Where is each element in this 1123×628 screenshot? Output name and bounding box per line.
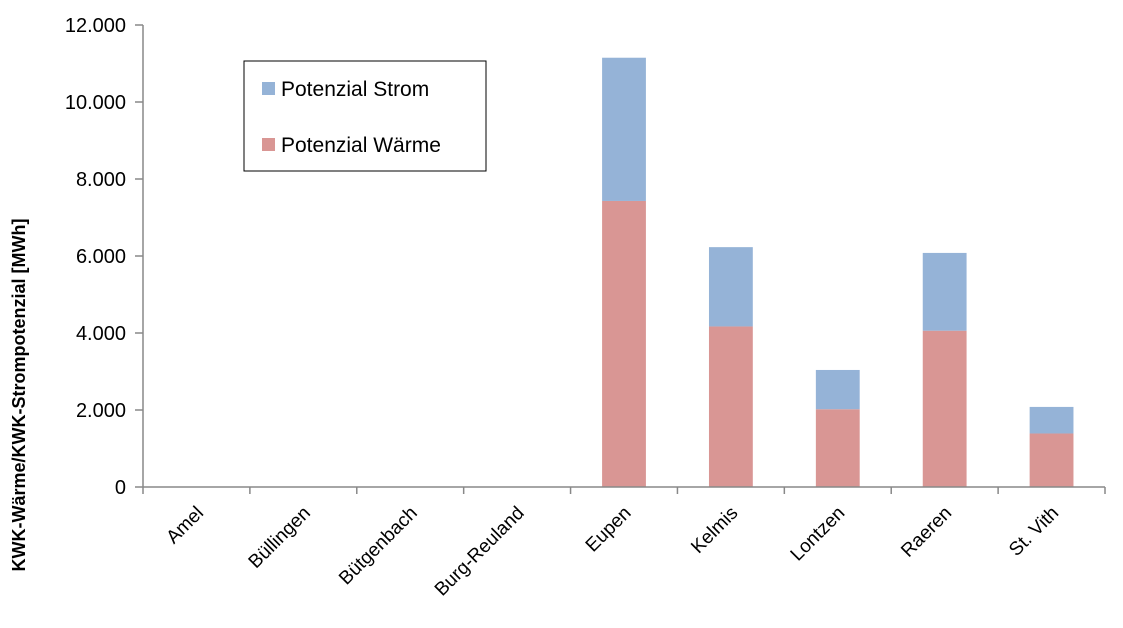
x-tick-label: Lontzen — [787, 503, 850, 566]
bar-potenzial-w-rme-lontzen — [815, 409, 860, 487]
bar-potenzial-strom-st-vith — [1029, 406, 1074, 434]
bar-potenzial-strom-eupen — [602, 57, 646, 201]
x-tick-label: Kelmis — [687, 503, 742, 558]
bar-potenzial-w-rme-eupen — [602, 200, 646, 487]
legend: Potenzial Strom Potenzial Wärme — [243, 60, 487, 172]
x-tick-label: Eupen — [582, 503, 636, 557]
bar-potenzial-w-rme-kelmis — [708, 326, 753, 487]
x-tick-label: Büllingen — [245, 503, 315, 573]
y-tick-label: 2.000 — [76, 400, 126, 422]
bars-group — [602, 57, 1074, 487]
bar-potenzial-w-rme-st-vith — [1029, 433, 1074, 487]
legend-swatch-waerme — [262, 138, 275, 151]
y-axis-title: KWK-Wärme/KWK-Strompotenzial [MWh] — [9, 219, 29, 572]
x-tick-label: Raeren — [897, 503, 956, 562]
x-ticks-group: Amel Büllingen Bütgenbach Burg-Reuland Eupen… — [142, 487, 1106, 601]
y-tick-label: 8.000 — [76, 169, 126, 191]
legend-label-waerme: Potenzial Wärme — [281, 134, 441, 157]
bar-potenzial-w-rme-raeren — [922, 330, 967, 487]
y-ticks-group: 0 2.000 4.000 6.000 8.000 10.000 12.000 — [65, 15, 143, 499]
y-tick-label: 12.000 — [65, 15, 126, 37]
bar-potenzial-strom-kelmis — [708, 247, 753, 327]
x-tick-label: Burg-Reuland — [431, 503, 529, 601]
x-tick-label: Bütgenbach — [335, 503, 422, 590]
bar-potenzial-strom-raeren — [922, 252, 967, 331]
bar-potenzial-strom-lontzen — [815, 369, 860, 410]
legend-swatch-strom — [262, 82, 275, 95]
y-tick-label: 0 — [115, 477, 126, 499]
legend-label-strom: Potenzial Strom — [281, 78, 429, 101]
x-tick-label: St. Vith — [1005, 503, 1063, 561]
legend-box — [243, 60, 487, 172]
y-tick-label: 4.000 — [76, 323, 126, 345]
y-tick-label: 10.000 — [65, 92, 126, 114]
x-tick-label: Amel — [163, 503, 208, 548]
y-tick-label: 6.000 — [76, 246, 126, 268]
